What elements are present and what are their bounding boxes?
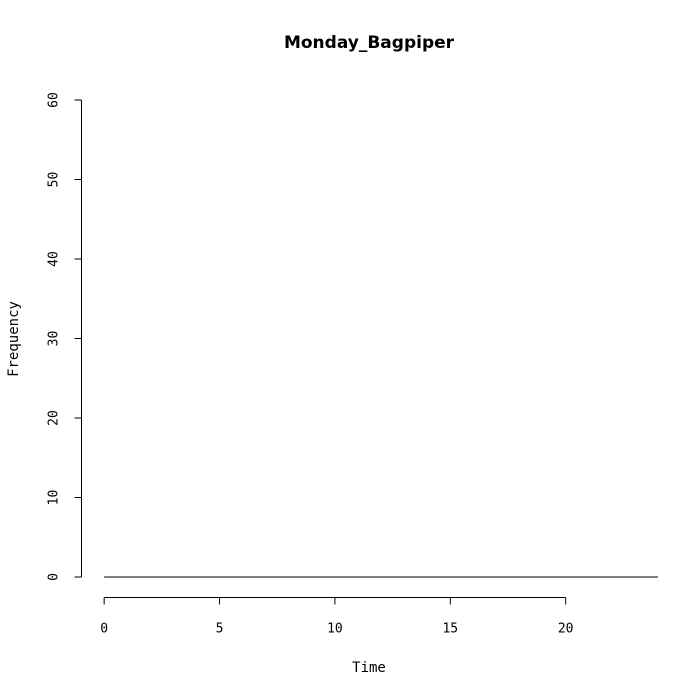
- y-tick-label: 60: [47, 92, 62, 108]
- chart-title: Monday_Bagpiper: [284, 33, 455, 53]
- x-tick-label: 20: [558, 622, 574, 637]
- y-tick-label: 10: [47, 490, 62, 506]
- y-axis: 0 10 20 30 40 50 60: [47, 92, 82, 581]
- x-tick-label: 5: [216, 622, 224, 637]
- x-axis-label: Time: [352, 660, 386, 676]
- y-tick-label: 0: [47, 573, 62, 581]
- x-axis: 0 5 10 15 20: [100, 597, 574, 637]
- y-tick-label: 40: [47, 251, 62, 267]
- x-tick-label: 0: [100, 622, 108, 637]
- y-axis-label: Frequency: [6, 301, 22, 377]
- x-tick-label: 15: [442, 622, 458, 637]
- x-tick-label: 10: [327, 622, 343, 637]
- y-tick-label: 30: [47, 331, 62, 347]
- y-tick-label: 50: [47, 172, 62, 188]
- y-tick-label: 20: [47, 410, 62, 426]
